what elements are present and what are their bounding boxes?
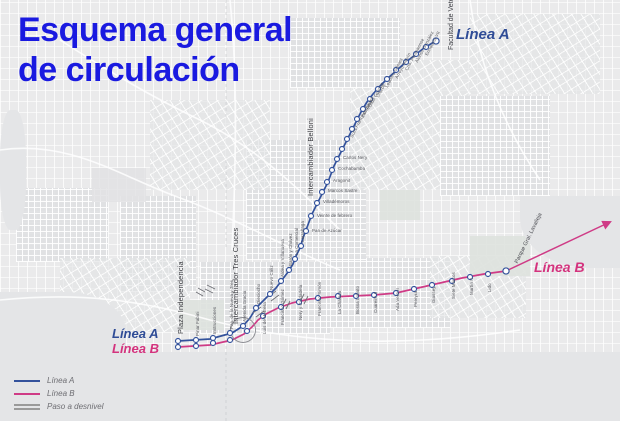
route-linea-b-arrow bbox=[505, 220, 612, 272]
station-label-a-11: Larrañaga bbox=[300, 221, 305, 242]
station-label-a-17: Cochabamba bbox=[338, 166, 366, 171]
stations-linea-a bbox=[174, 37, 440, 345]
legend-label-linea-b: Línea B bbox=[47, 389, 75, 398]
map-roads bbox=[0, 0, 541, 342]
legend-swatch-linea-a-icon bbox=[14, 375, 40, 386]
station-label-b-13: Ada Vera II bbox=[395, 288, 400, 311]
station-label-a-18: Carlos Nery bbox=[343, 155, 368, 160]
interchange-belloni-label: Intercambiador Belloni bbox=[306, 118, 315, 196]
station-label-a-12: Pan de Azúcar bbox=[312, 228, 342, 233]
station-label-b-14: Pereyra bbox=[413, 290, 418, 307]
station-label-a-9: Barón y Chávez bbox=[288, 233, 293, 266]
station-label-a-7: Nuevo Cáliz bbox=[269, 265, 274, 290]
route-label-linea-a-north: Línea A bbox=[456, 26, 510, 43]
station-label-b-15: Giassey bbox=[431, 286, 436, 303]
station-label-a-6: Dieciocho bbox=[256, 283, 261, 304]
page-title: Esquema general de circulación bbox=[18, 11, 293, 89]
route-linea-b bbox=[177, 270, 507, 348]
station-label-b-10: La Chalaca bbox=[337, 290, 342, 314]
stations-linea-b bbox=[174, 267, 510, 351]
station-label-a-4: Avenida Gracia bbox=[242, 290, 247, 322]
station-label-b-16: Siete Márcos bbox=[451, 272, 456, 299]
map-park-4 bbox=[380, 190, 420, 220]
legend: Línea A Línea B Paso a desnivel bbox=[14, 374, 103, 413]
station-label-a-2: Instrucciones bbox=[212, 306, 217, 334]
map-park-2 bbox=[180, 300, 224, 330]
legend-swatch-paso-desnivel-icon bbox=[14, 401, 40, 412]
station-label-a-15: Marcos Sastre bbox=[328, 188, 358, 193]
map-block-12 bbox=[470, 14, 600, 94]
station-label-a-16: Aragonit bbox=[333, 178, 351, 183]
terminus-facultad-veterinaria: Facultad de Veterinaria bbox=[448, 0, 455, 50]
station-label-b-11: Bossa Lobato bbox=[355, 285, 360, 314]
map-park-3 bbox=[470, 236, 530, 276]
route-label-linea-b-west: Línea B bbox=[112, 341, 159, 356]
station-label-a-13: Veinte de febrero bbox=[317, 213, 353, 218]
route-label-linea-a-west: Línea A bbox=[112, 326, 159, 341]
station-label-b-6: Luis de Herrera bbox=[262, 302, 267, 334]
map-water-river bbox=[0, 110, 26, 230]
station-label-a-1: Pinar Fabini bbox=[195, 311, 200, 336]
legend-label-paso-desnivel: Paso a desnivel bbox=[47, 402, 104, 411]
map-water-bay bbox=[0, 292, 126, 364]
station-label-a-10: La Comercial bbox=[294, 227, 299, 255]
legend-item-linea-a: Línea A bbox=[14, 374, 103, 387]
legend-item-paso-desnivel: Paso a desnivel bbox=[14, 400, 103, 413]
legend-label-linea-a: Línea A bbox=[47, 376, 75, 385]
map-block-9 bbox=[440, 96, 550, 196]
station-label-a-8: Aldea y Villanueva bbox=[280, 239, 285, 277]
station-label-b-9: Francisco Simón bbox=[317, 281, 322, 316]
terminus-plaza-independencia: Plaza Independencia bbox=[176, 261, 185, 334]
legend-item-linea-b: Línea B bbox=[14, 387, 103, 400]
route-label-linea-b-east: Línea B bbox=[534, 259, 585, 275]
station-label-a-3: Pza. de la Nueva y Tres bbox=[229, 280, 234, 329]
station-label-a-14: Villadémoros bbox=[323, 199, 350, 204]
station-label-b-18: Lido bbox=[487, 283, 492, 292]
station-label-b-12: Cuareim II bbox=[373, 291, 378, 313]
map-park-1 bbox=[92, 168, 146, 202]
station-label-b-7: Francisco Gómez bbox=[280, 289, 285, 325]
legend-swatch-linea-b-icon bbox=[14, 388, 40, 399]
station-label-b-17: Martín II bbox=[469, 277, 474, 295]
station-label-b-8: Nery y Ciudadela bbox=[298, 284, 303, 320]
map-block-11 bbox=[290, 18, 400, 88]
map-block-10 bbox=[150, 100, 270, 190]
